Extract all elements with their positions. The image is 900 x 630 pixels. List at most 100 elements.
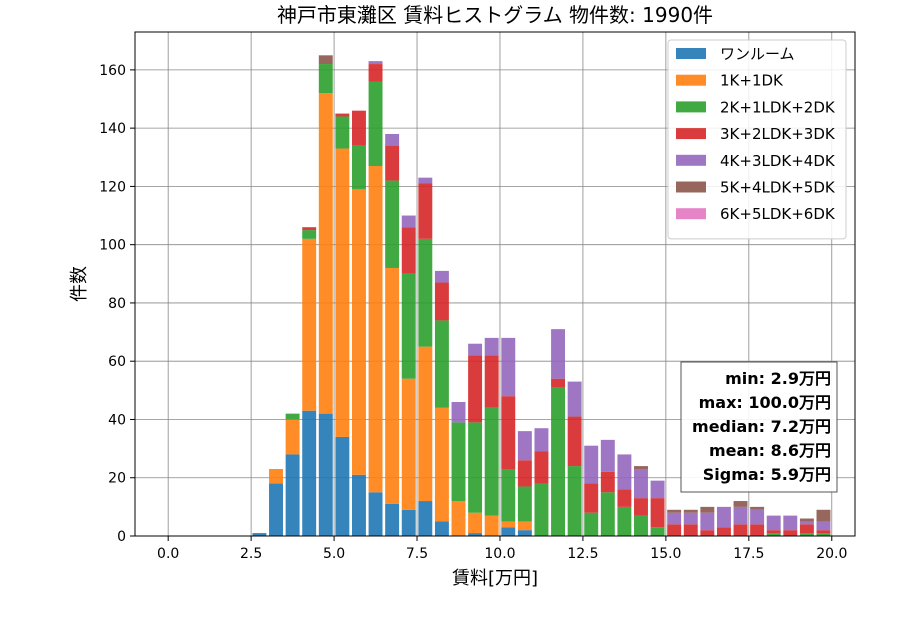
bar-segment-series-2 [335,116,350,149]
bar-segment-series-3 [733,524,748,536]
bar-segment-series-2 [468,422,483,513]
bar-segment-series-4 [517,431,532,461]
bar-segment-series-0 [252,533,267,536]
x-tick-label: 15.0 [650,546,681,562]
bar-segment-series-0 [418,501,433,536]
bar-segment-series-0 [269,483,283,536]
bar-segment-series-2 [501,468,516,522]
legend-swatch [676,181,706,193]
bar-segment-series-1 [385,267,400,504]
chart-title: 神戸市東灘区 賃料ヒストグラム 物件数: 1990件 [277,3,713,27]
bar-segment-series-4 [716,506,731,528]
stats-box: min: 2.9万円 max: 100.0万円 median: 7.2万円 mean:… [680,361,838,493]
legend: ワンルーム 1K+1DK 2K+1LDK+2DK 3K+2LDK+3DK 4K+3LDK… [667,39,847,240]
bar-segment-series-2 [650,527,665,536]
stats-line: max: 100.0万円 [699,393,831,412]
y-tick-label: 40 [108,412,126,428]
bar-segment-series-2 [517,486,532,522]
bar-segment-series-5 [683,509,698,513]
bar-segment-series-2 [434,320,449,408]
bar-segment-series-0 [501,527,516,536]
bar-segment-series-4 [634,468,648,499]
legend-label: 4K+3LDK+4DK [720,152,836,170]
bar-segment-series-3 [650,498,665,528]
bar-segment-series-2 [418,238,433,347]
bars [252,55,831,536]
bar-segment-series-0 [434,521,449,536]
bar-segment-series-5 [750,506,765,510]
bar-segment-series-2 [551,387,566,536]
bar-segment-series-1 [285,419,300,455]
legend-label: 6K+5LDK+6DK [720,205,836,223]
bar-segment-series-5 [700,506,715,513]
bar-segment-series-3 [634,498,648,516]
bar-segment-series-0 [368,492,383,536]
bar-segment-series-1 [418,346,433,502]
stats-line: Sigma: 5.9万円 [703,465,831,484]
bar-segment-series-1 [451,501,466,536]
bar-segment-series-1 [484,515,499,536]
bar-segment-series-1 [401,378,416,510]
bar-segment-series-0 [318,413,333,536]
legend-label: ワンルーム [720,45,795,63]
bar-segment-series-4 [667,512,682,525]
y-tick-label: 60 [108,354,126,370]
bar-segment-series-4 [368,61,383,65]
bar-segment-series-0 [302,410,317,536]
y-tick-label: 120 [99,179,126,195]
x-tick-label: 2.5 [240,546,262,562]
bar-segment-series-1 [368,166,383,493]
axis-ticks: 0.0 2.5 5.0 7.5 10.0 12.5 15.0 17.5 20.0 0 20 40 60 8… [99,63,847,562]
bar-segment-series-4 [451,401,466,423]
legend-swatch [676,74,706,86]
bar-segment-series-3 [600,471,615,493]
bar-segment-series-3 [434,282,449,321]
bar-segment-series-5 [318,55,333,65]
bar-segment-series-4 [484,337,499,356]
bar-segment-series-3 [799,524,814,534]
bar-segment-series-3 [551,378,566,388]
bar-segment-series-2 [351,145,366,190]
bar-segment-series-4 [650,480,665,499]
plot-frame [134,31,856,537]
bar-segment-series-3 [418,183,433,239]
x-tick-label: 20.0 [816,546,847,562]
bar-segment-series-2 [600,492,615,536]
bar-segment-series-2 [401,273,416,379]
bar-segment-series-4 [534,428,549,452]
bar-segment-series-2 [766,533,781,536]
bar-segment-series-3 [501,396,516,469]
bar-segment-series-3 [750,524,765,536]
bar-segment-series-1 [318,93,333,414]
bar-segment-series-1 [269,468,283,484]
bar-segment-series-0 [468,533,483,536]
bar-segment-series-5 [733,501,748,507]
legend-label: 2K+1LDK+2DK [720,98,836,116]
bar-segment-series-4 [733,506,748,525]
y-tick-label: 80 [108,296,126,312]
bar-segment-series-2 [534,483,549,536]
bar-segment-series-1 [351,189,366,475]
x-tick-label: 0.0 [157,546,179,562]
bar-segment-series-2 [451,422,466,502]
y-tick-label: 20 [108,471,126,487]
bar-segment-series-0 [285,454,300,536]
bar-segment-series-0 [517,530,532,536]
bar-segment-series-2 [285,413,300,420]
bar-segment-series-3 [468,355,483,423]
stats-line: mean: 8.6万円 [709,441,831,460]
bar-segment-series-4 [468,343,483,356]
bar-segment-series-2 [385,180,400,268]
bar-segment-series-4 [434,270,449,283]
bar-segment-series-5 [634,466,648,469]
bar-segment-series-4 [700,512,715,531]
bar-segment-series-3 [368,64,383,82]
bar-segment-series-3 [766,530,781,534]
legend-label: 1K+1DK [720,72,784,90]
bar-segment-series-4 [683,512,698,525]
bar-segment-series-0 [385,503,400,536]
bar-segment-series-0 [351,474,366,536]
bar-segment-series-1 [335,148,350,437]
x-tick-label: 10.0 [484,546,515,562]
